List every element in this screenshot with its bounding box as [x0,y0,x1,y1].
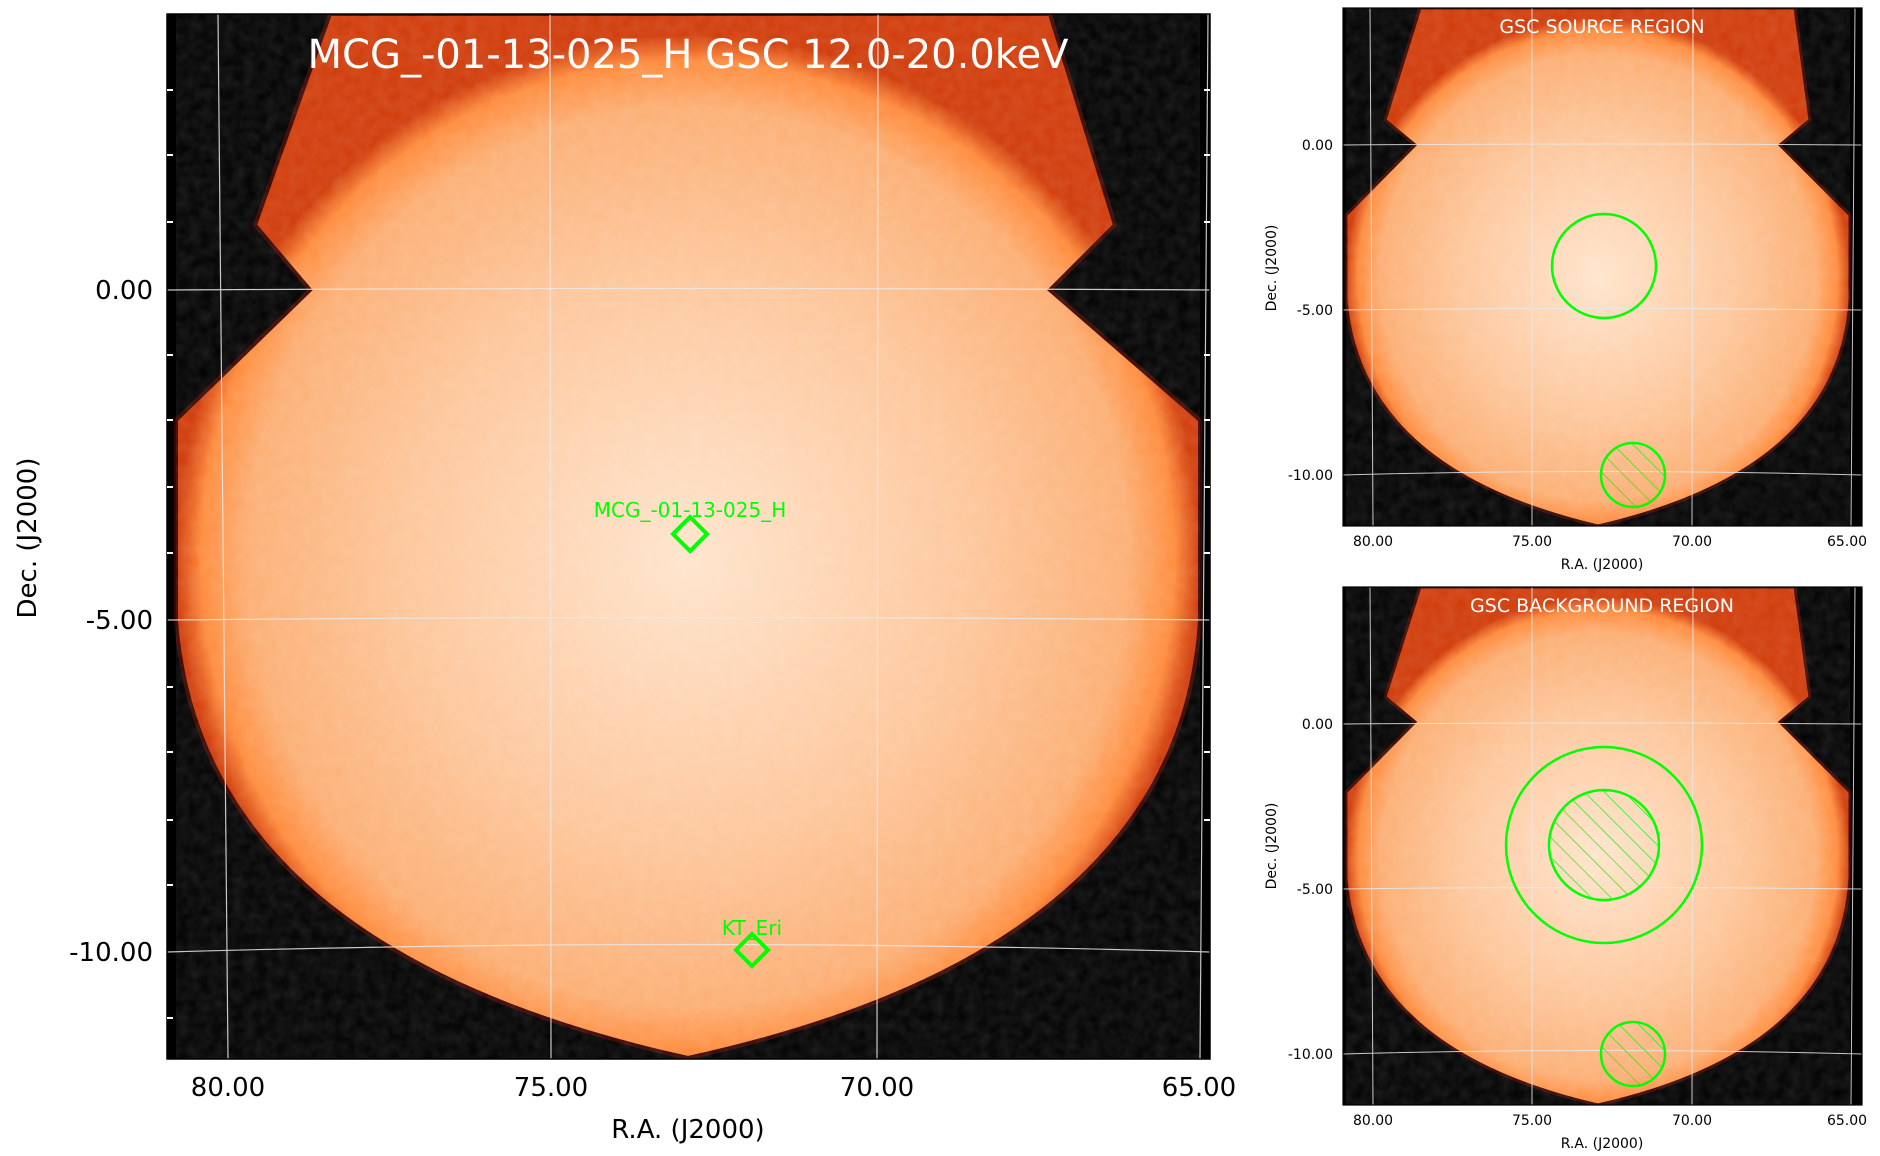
diamond-marker-icon [670,514,710,554]
background-panel-title: GSC BACKGROUND REGION [1470,595,1734,617]
background-dec-tick-0: 0.00 [1302,717,1333,733]
excluded-region-circle [1599,441,1667,509]
background-ra-tick-1: 75.00 [1512,1113,1552,1129]
main-title: MCG_-01-13-025_H GSC 12.0-20.0keV [308,32,1070,78]
main-ra-tick-2: 70.00 [840,1073,914,1103]
main-dec-tick-1: -5.00 [86,606,153,636]
background-xlabel: R.A. (J2000) [1561,1136,1644,1152]
background-frame [1342,586,1863,1106]
background-annulus-outer-circle [1504,745,1704,945]
main-dec-tick-2: -10.00 [69,938,153,968]
main-tick-marks [167,89,1210,1019]
source-ylabel: Dec. (J2000) [1264,225,1280,312]
source-marker-kt-eri: KT_Eri [722,916,782,969]
source-ra-tick-2: 70.00 [1672,534,1712,550]
background-ylabel: Dec. (J2000) [1264,803,1280,890]
main-ra-tick-3: 65.00 [1162,1073,1236,1103]
source-xlabel: R.A. (J2000) [1561,557,1644,573]
source-region-circle [1550,212,1658,320]
source-ra-tick-3: 65.00 [1827,534,1867,550]
main-dec-tick-0: 0.00 [95,276,153,306]
source-panel-title: GSC SOURCE REGION [1499,16,1704,38]
main-frame [166,13,1211,1060]
source-dec-tick-0: 0.00 [1302,138,1333,154]
source-label-mcg: MCG_-01-13-025_H [594,498,786,522]
source-dec-tick-2: -10.00 [1288,468,1333,484]
main-image-panel: MCG_-01-13-025_H GSC 12.0-20.0keV MCG_-0… [13,13,1236,1145]
main-ra-tick-0: 80.00 [191,1073,265,1103]
excluded-source-circle [1547,788,1661,902]
background-ra-tick-3: 65.00 [1827,1113,1867,1129]
source-frame [1342,7,1863,527]
diamond-marker-icon [733,931,771,969]
main-ylabel: Dec. (J2000) [13,458,43,619]
source-label-kt-eri: KT_Eri [722,916,782,940]
background-ra-tick-0: 80.00 [1353,1113,1393,1129]
source-marker-mcg: MCG_-01-13-025_H [594,498,786,554]
background-dec-tick-1: -5.00 [1297,882,1333,898]
background-dec-tick-2: -10.00 [1288,1047,1333,1063]
main-xlabel: R.A. (J2000) [611,1115,764,1145]
source-ra-tick-0: 80.00 [1353,534,1393,550]
source-region-panel: GSC SOURCE REGION 0.00 -5.00 -10.00 80.0… [1264,7,1867,573]
source-dec-tick-1: -5.00 [1297,303,1333,319]
main-coordinate-grid [167,14,1210,1059]
main-ra-tick-1: 75.00 [514,1073,588,1103]
background-region-panel: GSC BACKGROUND REGION 0.00 -5.00 -10.00 … [1264,586,1867,1152]
excluded-region-circle [1599,1020,1667,1088]
source-ra-tick-1: 75.00 [1512,534,1552,550]
background-ra-tick-2: 70.00 [1672,1113,1712,1129]
